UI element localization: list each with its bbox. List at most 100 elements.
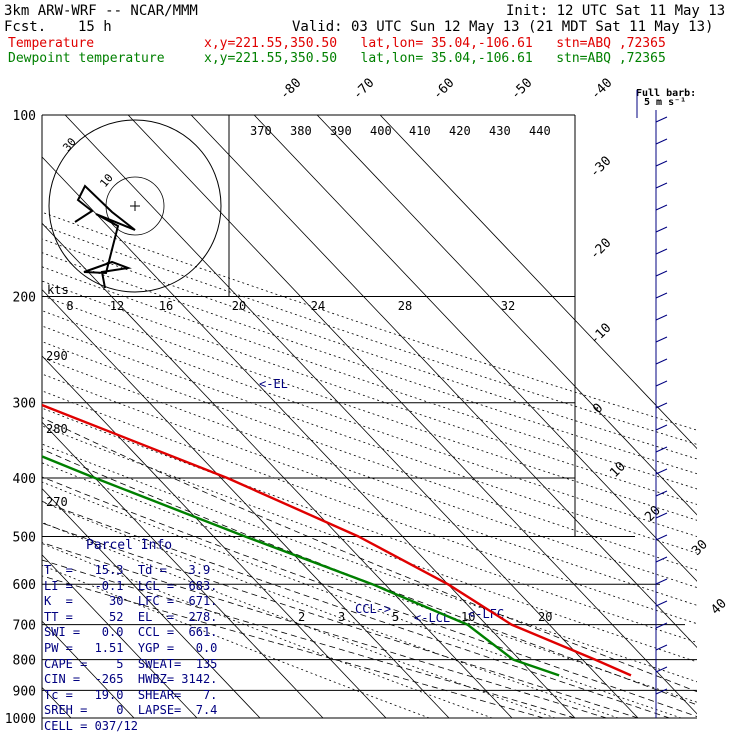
hodograph-speed-label: 12 [110, 299, 124, 313]
isotherm-label: -70 [350, 76, 377, 103]
theta-label: 380 [290, 124, 312, 138]
wind-barb [655, 666, 668, 673]
temperature-station-info: x,y=221.55,350.50 lat,lon= 35.04,-106.61… [204, 36, 666, 51]
wind-barb [655, 292, 668, 299]
el-marker: <-EL [259, 377, 288, 391]
wind-barb [655, 336, 668, 343]
theta-e-label: 2 [298, 610, 305, 624]
dry-adiabat-line [42, 266, 697, 490]
hodograph-trace [74, 184, 136, 289]
wind-barb [655, 138, 668, 145]
lfc-marker: <-LFC [468, 607, 504, 621]
isotherm-line [42, 355, 387, 719]
isotherm-line [379, 115, 697, 450]
isotherm-label: 20 [642, 503, 664, 525]
valid-time: Valid: 03 UTC Sun 12 May 13 (21 MDT Sat … [292, 19, 714, 35]
dry-adiabat-line [42, 407, 697, 643]
temperature-legend: Temperature [8, 36, 95, 51]
theta-e-label: 5 [392, 610, 399, 624]
wind-barb [655, 402, 668, 409]
theta-label: 440 [529, 124, 551, 138]
theta-label: 270 [46, 495, 68, 509]
wind-barb [655, 358, 668, 365]
pressure-label: 400 [13, 472, 36, 487]
wind-barb [655, 116, 668, 123]
forecast-hour: 15 h [78, 19, 112, 35]
isotherm-label: -50 [508, 76, 535, 103]
wind-barb [655, 468, 668, 475]
wind-barb [655, 644, 668, 651]
dewpoint-legend: Dewpoint temperature [8, 51, 165, 66]
theta-label: 290 [46, 349, 68, 363]
ccl-marker: CCL-> [355, 602, 391, 616]
isotherm-line [127, 115, 697, 715]
wind-barb [655, 182, 668, 189]
pressure-label: 500 [13, 530, 36, 545]
wind-barb [655, 270, 668, 277]
parcel-info-line: SWI = 0.0 CCL = 661. [44, 625, 218, 640]
wind-barb [655, 424, 668, 431]
wind-legend-units: 5 m s⁻¹ [644, 97, 686, 108]
dry-adiabat-line [42, 390, 697, 625]
isotherm-label: 0 [590, 401, 606, 417]
isotherm-label: -20 [587, 236, 614, 263]
pressure-label: 200 [13, 291, 36, 306]
parcel-info-line: CELL = 037/12 [44, 719, 138, 733]
isotherm-label: -30 [587, 154, 614, 181]
wind-barb [655, 600, 668, 607]
isotherm-line [64, 115, 639, 719]
wind-barb [655, 688, 668, 695]
isotherm-line [316, 115, 697, 516]
dry-adiabat-line [42, 325, 697, 554]
dewpoint-profile-line [42, 455, 560, 677]
theta-label: 400 [370, 124, 392, 138]
isotherm-line [0, 115, 8, 718]
pressure-label: 800 [13, 654, 36, 669]
isotherm-line [42, 554, 198, 719]
init-time: Init: 12 UTC Sat 11 May 13 [506, 3, 726, 19]
pressure-label: 100 [13, 109, 36, 124]
wind-barb [655, 578, 668, 585]
moist-adiabat-line [42, 522, 639, 719]
model-title: 3km ARW-WRF -- NCAR/MMM [4, 3, 198, 19]
isotherm-label: -10 [587, 321, 614, 348]
parcel-info-line: SREH = 0 LAPSE= 7.4 [44, 703, 218, 718]
pressure-label: 300 [13, 397, 36, 412]
isotherm-label: -80 [277, 76, 304, 103]
dry-adiabat-line [42, 295, 697, 521]
isotherm-line [190, 115, 697, 649]
theta-e-label: 20 [538, 610, 552, 624]
theta-label: 390 [330, 124, 352, 138]
theta-label: 280 [46, 422, 68, 436]
wind-barb [655, 160, 668, 167]
isotherm-line [42, 288, 450, 719]
parcel-info-title: Parcel Info [86, 538, 173, 553]
parcel-info-line: K = 30 LFC = 671. [44, 594, 218, 609]
wind-barb [655, 512, 668, 519]
dry-adiabat-line [42, 310, 697, 537]
theta-label: 420 [449, 124, 471, 138]
isotherm-label: -60 [430, 76, 457, 103]
dry-adiabat-line [42, 521, 556, 719]
hodograph-speed-label: 8 [66, 299, 73, 313]
hodograph-speed-label: 16 [159, 299, 173, 313]
wind-barb [655, 622, 668, 629]
parcel-info-panel: Parcel Info T = 15.3 Td = 3.9 LI = -0.1 L… [44, 537, 230, 734]
theta-e-label: 10 [461, 610, 475, 624]
pressure-label: 700 [13, 619, 36, 634]
dry-adiabat-line [42, 543, 493, 719]
isotherm-label: 30 [689, 537, 711, 559]
parcel-info-line: Tc = 19.0 SHEAR= 7. [44, 687, 218, 702]
pressure-label: 900 [13, 684, 36, 699]
pressure-label: 600 [13, 578, 36, 593]
theta-label: 370 [250, 124, 272, 138]
parcel-info-line: TT = 52 EL = 278. [44, 609, 218, 624]
parcel-info-line: CAPE = 5 SWEAT= 135 [44, 656, 218, 671]
parcel-info-line: LI = -0.1 LCL = 683. [44, 578, 218, 593]
hodograph-speed-label: 20 [232, 299, 246, 313]
hodograph-speed-label: 24 [311, 299, 325, 313]
wind-barb [655, 204, 668, 211]
wind-barb [655, 556, 668, 563]
wind-barb [655, 314, 668, 321]
